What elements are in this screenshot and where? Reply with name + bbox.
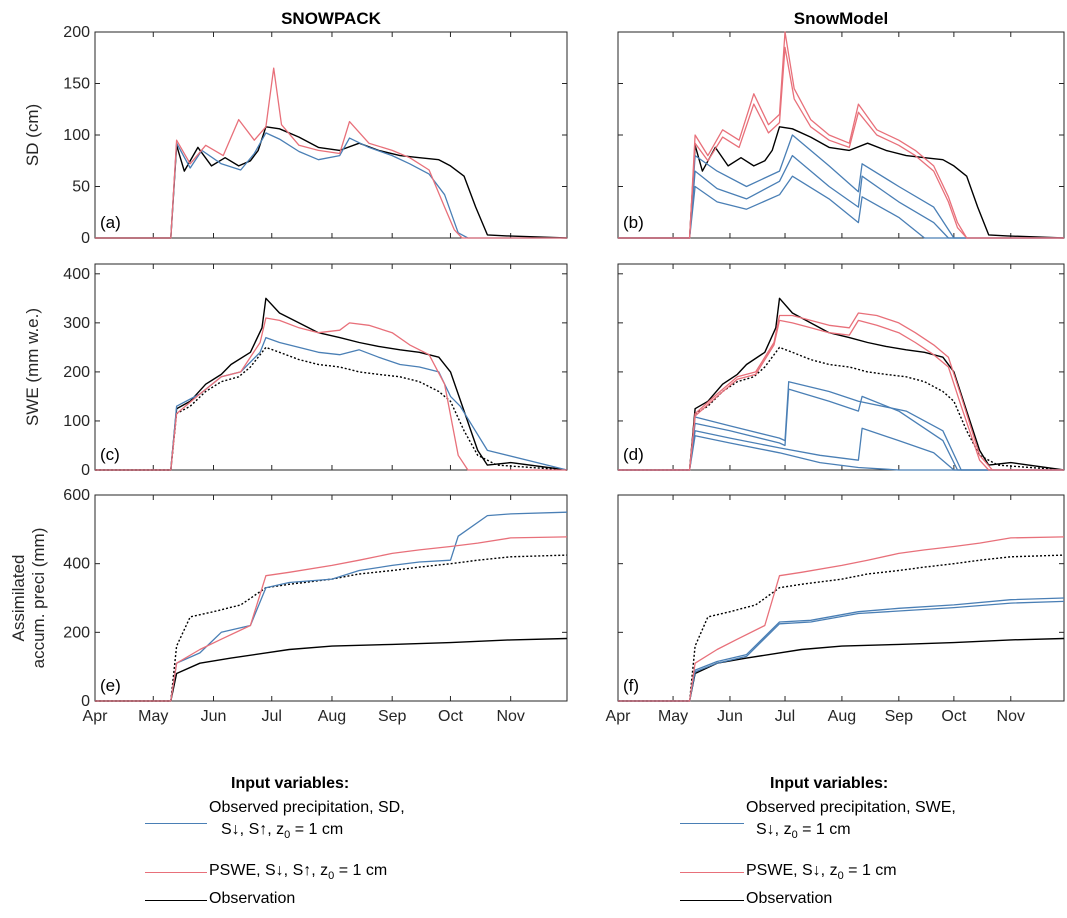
y-tick-label: 0 [81, 462, 90, 479]
x-tick-label: Oct [941, 708, 966, 725]
legend-label: Observation [746, 890, 833, 907]
y-axis-label: accum. preci (mm) [29, 528, 48, 669]
axes-frame [94, 263, 568, 471]
y-axis-label: SWE (mm w.e.) [23, 308, 42, 426]
y-tick-label: 200 [63, 364, 90, 381]
legend-label: PSWE, S↓, S↑, z [209, 862, 329, 879]
series-black-line [95, 637, 568, 702]
legend-swatch-red [680, 872, 744, 873]
y-tick-label: 300 [63, 315, 90, 332]
x-tick-label: Apr [83, 708, 109, 725]
series-black-dotted-line [95, 346, 568, 471]
x-tick-label: Sep [378, 708, 407, 725]
y-tick-label: 400 [63, 556, 90, 573]
x-tick-label: Jun [201, 708, 227, 725]
x-tick-label: Oct [438, 708, 463, 725]
legend-label: S↓, S↑, z [221, 821, 285, 838]
panel-label: (b) [623, 213, 644, 232]
series-red-line [95, 67, 567, 239]
panel-label: (c) [100, 445, 120, 464]
series-blue-line [95, 336, 568, 471]
series-black-line [618, 637, 1065, 702]
series-black-dotted-line [95, 554, 568, 702]
series-red-line [618, 319, 1064, 471]
series-blue-line [618, 175, 1064, 239]
y-tick-label: 100 [63, 127, 90, 144]
panel-title: SnowModel [794, 9, 888, 28]
x-tick-label: Aug [318, 708, 346, 725]
panel-label: (a) [100, 213, 121, 232]
series-red-line [618, 31, 1064, 239]
x-tick-label: Nov [997, 708, 1025, 725]
y-tick-label: 200 [63, 624, 90, 641]
legend-label: Observation [209, 890, 296, 907]
series-blue-line [618, 381, 1064, 471]
x-tick-label: Aug [828, 708, 856, 725]
y-tick-label: 150 [63, 76, 90, 93]
panel-label: (f) [623, 676, 639, 695]
series-blue-line [618, 597, 1065, 702]
panel-title: SNOWPACK [281, 9, 382, 28]
x-tick-label: Sep [885, 708, 914, 725]
axes-frame [94, 31, 568, 239]
x-tick-label: Nov [496, 708, 524, 725]
series-blue-line [95, 132, 567, 239]
series-blue-line [618, 388, 1064, 471]
y-tick-label: 0 [81, 693, 90, 710]
series-black-line [95, 297, 568, 471]
legend-swatch-blue [145, 823, 207, 824]
panel-label: (e) [100, 676, 121, 695]
legend-label: PSWE, S↓, z [746, 862, 838, 879]
legend-snowpack: Input variables: Observed precipitation,… [145, 775, 475, 915]
y-tick-label: 0 [81, 230, 90, 247]
x-tick-label: Apr [606, 708, 632, 725]
panel-label: (d) [623, 445, 644, 464]
y-axis-label: SD (cm) [23, 104, 42, 166]
legend-label: Observed precipitation, SWE, [746, 799, 956, 816]
x-tick-label: May [658, 708, 688, 725]
legend-snowmodel: Input variables: Observed precipitation,… [680, 775, 1020, 915]
x-tick-label: May [138, 708, 168, 725]
y-tick-label: 600 [63, 487, 90, 504]
series-black-line [618, 126, 1065, 239]
axes-frame [617, 31, 1065, 239]
axes-frame [617, 263, 1065, 471]
series-blue-line [618, 435, 1064, 471]
y-axis-label: Assimilated [9, 555, 28, 642]
x-tick-label: Jul [262, 708, 282, 725]
legend-title: Input variables: [231, 775, 350, 792]
axes-frame [94, 494, 568, 702]
legend-swatch-red [145, 872, 207, 873]
legend-swatch-black [680, 900, 744, 901]
series-red-line [618, 536, 1065, 702]
legend-title: Input variables: [770, 775, 889, 792]
series-red-line [95, 317, 567, 471]
y-tick-label: 400 [63, 266, 90, 283]
x-tick-label: Jun [717, 708, 743, 725]
legend-swatch-blue [680, 823, 744, 824]
series-red-line [618, 312, 1064, 471]
series-black-dotted-line [618, 346, 1065, 471]
series-red-line [95, 536, 568, 702]
series-blue-line [618, 154, 1064, 239]
legend-label: Observed precipitation, SD, [209, 799, 405, 816]
legend-label: S↓, z [756, 821, 792, 838]
y-tick-label: 200 [63, 24, 90, 41]
series-black-line [95, 126, 568, 239]
series-blue-line [618, 134, 1064, 239]
series-black-line [618, 297, 1065, 471]
series-black-dotted-line [618, 554, 1065, 702]
series-red-line [618, 46, 1064, 239]
axes-frame [617, 494, 1065, 702]
series-blue-line [618, 600, 1065, 702]
y-tick-label: 50 [72, 179, 90, 196]
y-tick-label: 100 [63, 413, 90, 430]
x-tick-label: Jul [775, 708, 795, 725]
legend-swatch-black [145, 900, 207, 901]
series-blue-line [95, 511, 568, 702]
